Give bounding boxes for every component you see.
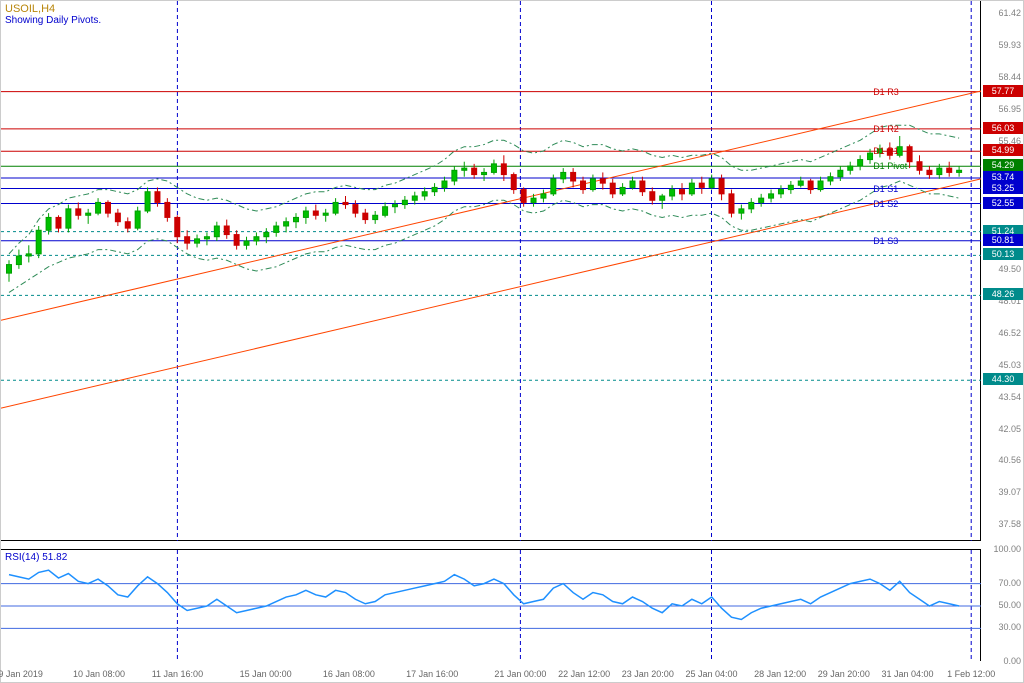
rsi-y-tick-label: 70.00	[998, 578, 1021, 588]
x-tick-label: 10 Jan 08:00	[73, 669, 125, 679]
price-tag: 44.30	[983, 373, 1023, 385]
y-tick-label: 40.56	[998, 455, 1021, 465]
y-tick-label: 43.54	[998, 392, 1021, 402]
y-tick-label: 56.95	[998, 104, 1021, 114]
time-x-axis: 9 Jan 2019 10 Jan 08:00 11 Jan 16:00 15 Jan…	[1, 661, 981, 681]
x-tick-label: 23 Jan 20:00	[622, 669, 674, 679]
rsi-y-tick-label: 30.00	[998, 622, 1021, 632]
x-tick-label: 29 Jan 20:00	[818, 669, 870, 679]
y-tick-label: 45.03	[998, 360, 1021, 370]
price-tag: 53.25	[983, 182, 1023, 194]
x-tick-label: 11 Jan 16:00	[152, 669, 203, 679]
y-tick-label: 42.05	[998, 424, 1021, 434]
chart-title: USOIL,H4	[5, 3, 55, 15]
price-tag: 54.99	[983, 144, 1023, 156]
x-tick-label: 31 Jan 04:00	[881, 669, 933, 679]
rsi-y-axis: 0.0030.0050.0070.00100.00	[979, 549, 1023, 661]
x-tick-label: 25 Jan 04:00	[685, 669, 737, 679]
rsi-y-tick-label: 0.00	[1003, 656, 1021, 666]
x-tick-label: 16 Jan 08:00	[323, 669, 375, 679]
x-tick-label: 22 Jan 12:00	[558, 669, 610, 679]
price-tag: 57.77	[983, 85, 1023, 97]
pivot-line-label: D1 Pivot	[873, 161, 907, 171]
y-tick-label: 59.93	[998, 40, 1021, 50]
pivot-line-label: D1 S3	[873, 236, 898, 246]
price-tag: 50.13	[983, 248, 1023, 260]
price-tag: 50.81	[983, 234, 1023, 246]
y-tick-label: 46.52	[998, 328, 1021, 338]
y-tick-label: 37.58	[998, 519, 1021, 529]
x-tick-label: 1 Feb 12:00	[947, 669, 995, 679]
x-tick-label: 17 Jan 16:00	[406, 669, 458, 679]
y-tick-label: 58.44	[998, 72, 1021, 82]
chart-container: USOIL,H4 Showing Daily Pivots. D1 R3 D1 R…	[0, 0, 1024, 683]
rsi-chart-svg	[1, 550, 981, 662]
price-tag: 56.03	[983, 122, 1023, 134]
main-price-chart[interactable]: USOIL,H4 Showing Daily Pivots. D1 R3 D1 R…	[1, 1, 981, 541]
rsi-y-tick-label: 50.00	[998, 600, 1021, 610]
price-y-axis: 37.5839.0740.5642.0543.5445.0346.5248.01…	[979, 1, 1023, 541]
main-chart-svg	[1, 1, 981, 541]
pivot-line-label: D1 S2	[873, 199, 898, 209]
rsi-label: RSI(14) 51.82	[5, 552, 67, 563]
x-tick-label: 15 Jan 00:00	[240, 669, 292, 679]
pivot-line-label: D1 R2	[873, 124, 899, 134]
rsi-indicator-chart[interactable]: RSI(14) 51.82	[1, 549, 981, 661]
x-tick-label: 28 Jan 12:00	[754, 669, 806, 679]
y-tick-label: 61.42	[998, 8, 1021, 18]
price-tag: 52.55	[983, 197, 1023, 209]
chart-subtitle: Showing Daily Pivots.	[5, 15, 101, 26]
x-tick-label: 21 Jan 00:00	[494, 669, 546, 679]
pivot-line-label: D1 R1	[873, 146, 899, 156]
price-tag: 48.26	[983, 288, 1023, 300]
pivot-line-label: D1 R3	[873, 87, 899, 97]
x-tick-label: 9 Jan 2019	[0, 669, 43, 679]
price-tag: 54.29	[983, 159, 1023, 171]
y-tick-label: 39.07	[998, 487, 1021, 497]
pivot-line-label: D1 S1	[873, 184, 898, 194]
rsi-y-tick-label: 100.00	[993, 544, 1021, 554]
y-tick-label: 49.50	[998, 264, 1021, 274]
